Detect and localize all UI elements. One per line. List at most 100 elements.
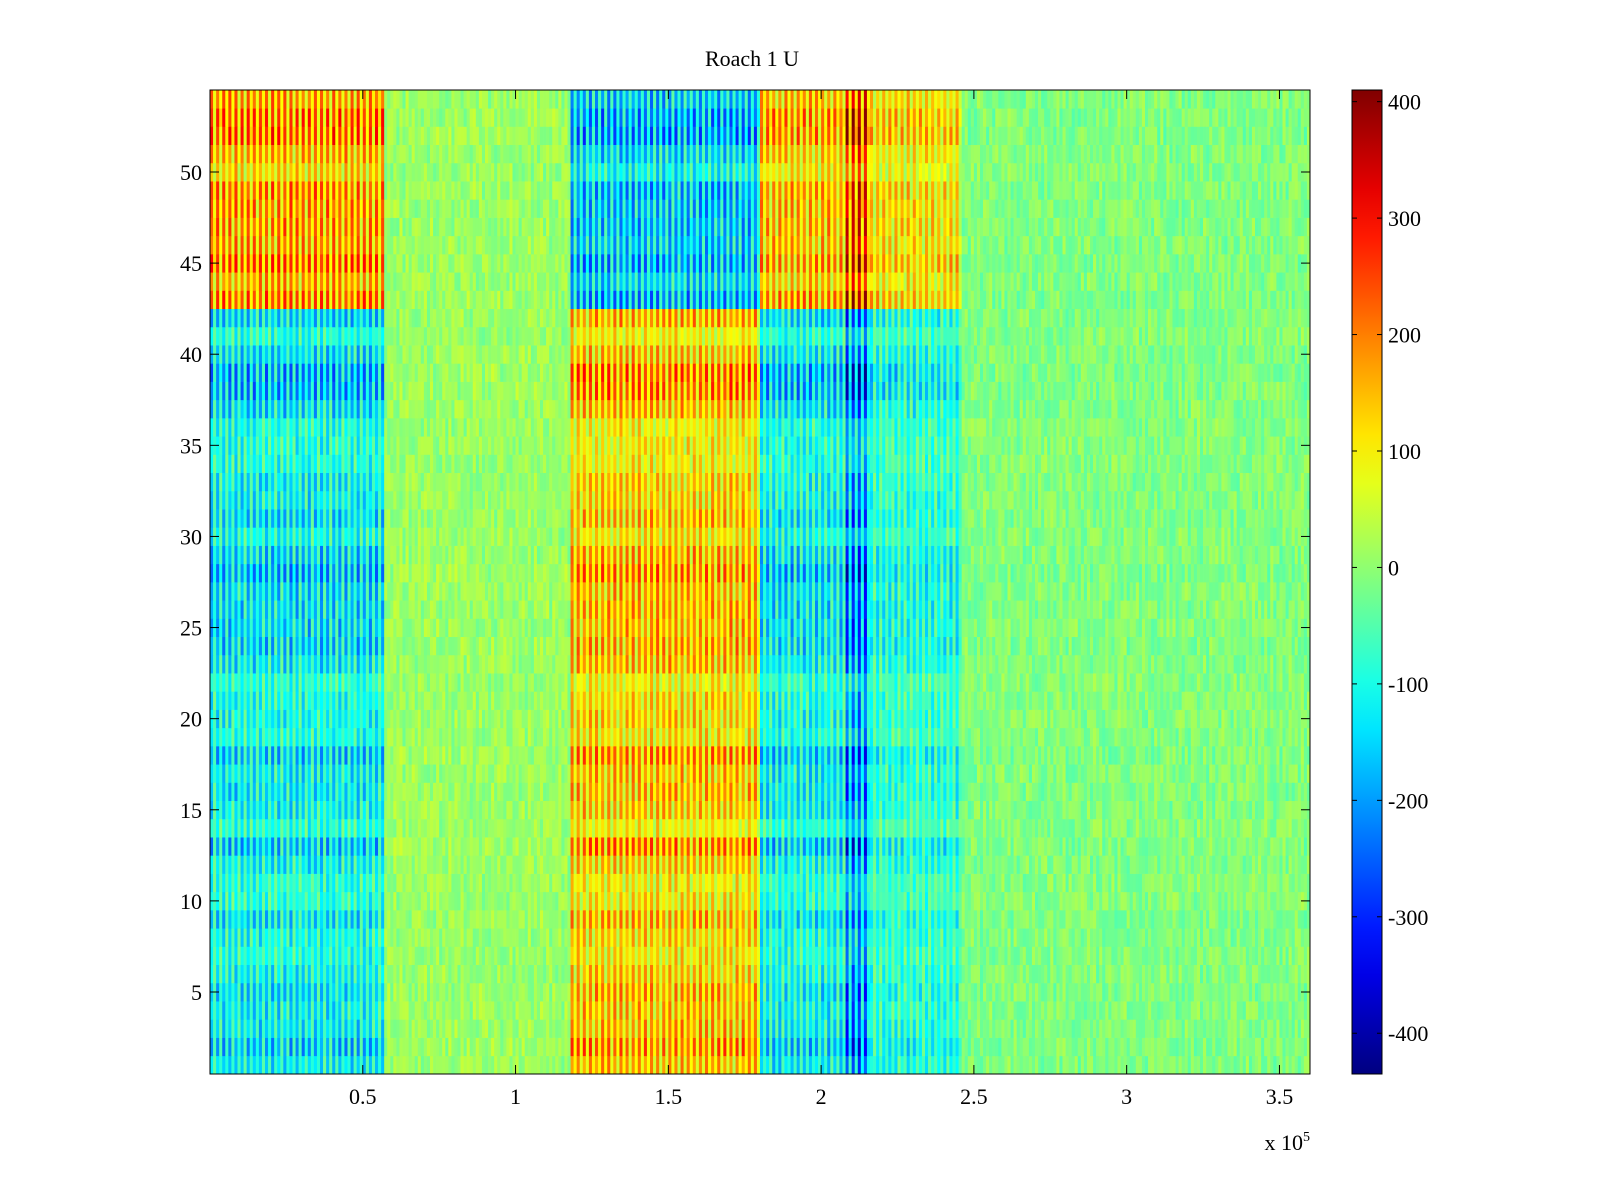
heatmap-cell <box>384 982 388 1002</box>
heatmap-cell <box>1111 873 1115 893</box>
heatmap-cell <box>1132 964 1137 984</box>
heatmap-cell <box>692 1001 697 1020</box>
heatmap-cell <box>213 1055 217 1075</box>
heatmap-cell <box>512 928 516 947</box>
heatmap-cell <box>918 928 923 947</box>
heatmap-cell <box>992 891 996 911</box>
heatmap-cell <box>692 873 697 893</box>
heatmap-cell <box>1065 873 1069 893</box>
heatmap-cell <box>503 928 507 947</box>
heatmap-cell <box>298 946 303 966</box>
heatmap-cell <box>833 964 837 984</box>
heatmap-cell <box>705 837 709 856</box>
heatmap-cell <box>564 1055 568 1075</box>
heatmap-cell <box>393 1001 397 1020</box>
heatmap-cell <box>1166 964 1170 984</box>
heatmap-cell <box>604 1001 608 1020</box>
heatmap-cell <box>983 1001 987 1020</box>
heatmap-cell <box>628 891 633 911</box>
heatmap-cell <box>854 982 859 1002</box>
heatmap-cell <box>515 855 519 874</box>
heatmap-cell <box>680 964 684 984</box>
heatmap-cell <box>216 818 220 838</box>
heatmap-cell <box>885 964 889 984</box>
heatmap-cell <box>448 1037 452 1057</box>
heatmap-cell <box>442 855 446 874</box>
heatmap-cell <box>295 1037 299 1057</box>
heatmap-cell <box>252 964 257 984</box>
heatmap-cell <box>1117 1019 1121 1038</box>
heatmap-cell <box>1056 1019 1060 1038</box>
heatmap-cell <box>1190 928 1195 947</box>
heatmap-cell <box>1181 910 1186 929</box>
heatmap-cell <box>521 1001 526 1020</box>
heatmap-cell <box>995 964 999 984</box>
heatmap-cell <box>228 946 232 966</box>
heatmap-cell <box>674 910 678 929</box>
heatmap-cell <box>1273 1037 1277 1057</box>
heatmap-cell <box>668 946 672 966</box>
heatmap-cell <box>1151 873 1155 893</box>
heatmap-cell <box>353 1055 358 1075</box>
heatmap-cell <box>384 873 388 893</box>
heatmap-cell <box>518 982 523 1002</box>
heatmap-cell <box>720 982 724 1002</box>
heatmap-cell <box>420 873 425 893</box>
heatmap-cell <box>863 928 868 947</box>
heatmap-cell <box>240 837 244 856</box>
heatmap-cell <box>500 1019 504 1038</box>
heatmap-cell <box>338 873 342 893</box>
heatmap-cell <box>1141 964 1146 984</box>
heatmap-cell <box>793 1055 798 1075</box>
heatmap-cell <box>329 1019 333 1038</box>
heatmap-cell <box>857 818 862 838</box>
heatmap-cell <box>973 946 978 966</box>
heatmap-cell <box>1163 1001 1167 1020</box>
heatmap-cell <box>509 1037 513 1057</box>
heatmap-cell <box>1248 982 1253 1002</box>
heatmap-cell <box>836 818 840 838</box>
heatmap-cell <box>1132 910 1137 929</box>
heatmap-cell <box>955 982 959 1002</box>
heatmap-cell <box>341 1019 345 1038</box>
heatmap-cell <box>402 982 406 1002</box>
heatmap-cell <box>1267 1055 1271 1075</box>
heatmap-cell <box>436 964 440 984</box>
heatmap-cell <box>1105 964 1109 984</box>
heatmap-cell <box>595 1019 599 1038</box>
heatmap-cell <box>622 818 626 838</box>
heatmap-cell <box>903 1055 908 1075</box>
heatmap-cell <box>213 873 217 893</box>
heatmap-cell <box>986 946 990 966</box>
heatmap-cell <box>252 910 257 929</box>
heatmap-cell <box>356 1037 361 1057</box>
heatmap-cell <box>518 964 523 984</box>
heatmap-cell <box>347 1001 351 1020</box>
heatmap-cell <box>992 1055 996 1075</box>
heatmap-cell <box>1129 1037 1134 1057</box>
heatmap-cell <box>1166 855 1170 874</box>
heatmap-cell <box>1200 964 1204 984</box>
heatmap-cell <box>940 891 944 911</box>
heatmap-cell <box>393 818 397 838</box>
heatmap-cell <box>274 1001 278 1020</box>
heatmap-cell <box>692 910 697 929</box>
heatmap-cell <box>255 1037 260 1057</box>
heatmap-cell <box>362 855 367 874</box>
heatmap-cell <box>656 1055 660 1075</box>
heatmap-cell <box>766 837 770 856</box>
heatmap-cell <box>1196 982 1201 1002</box>
heatmap-cell <box>763 1001 767 1020</box>
heatmap-cell <box>231 1001 235 1020</box>
heatmap-cell <box>1047 837 1051 856</box>
heatmap-cell <box>561 1055 565 1075</box>
heatmap-cell <box>530 928 535 947</box>
heatmap-cell <box>1129 837 1134 856</box>
heatmap-cell <box>958 910 963 929</box>
heatmap-cell <box>564 818 568 838</box>
heatmap-cell <box>436 910 440 929</box>
heatmap-cell <box>622 964 626 984</box>
heatmap-cell <box>1212 837 1216 856</box>
heatmap-cell <box>436 1037 440 1057</box>
heatmap-cell <box>1261 964 1265 984</box>
